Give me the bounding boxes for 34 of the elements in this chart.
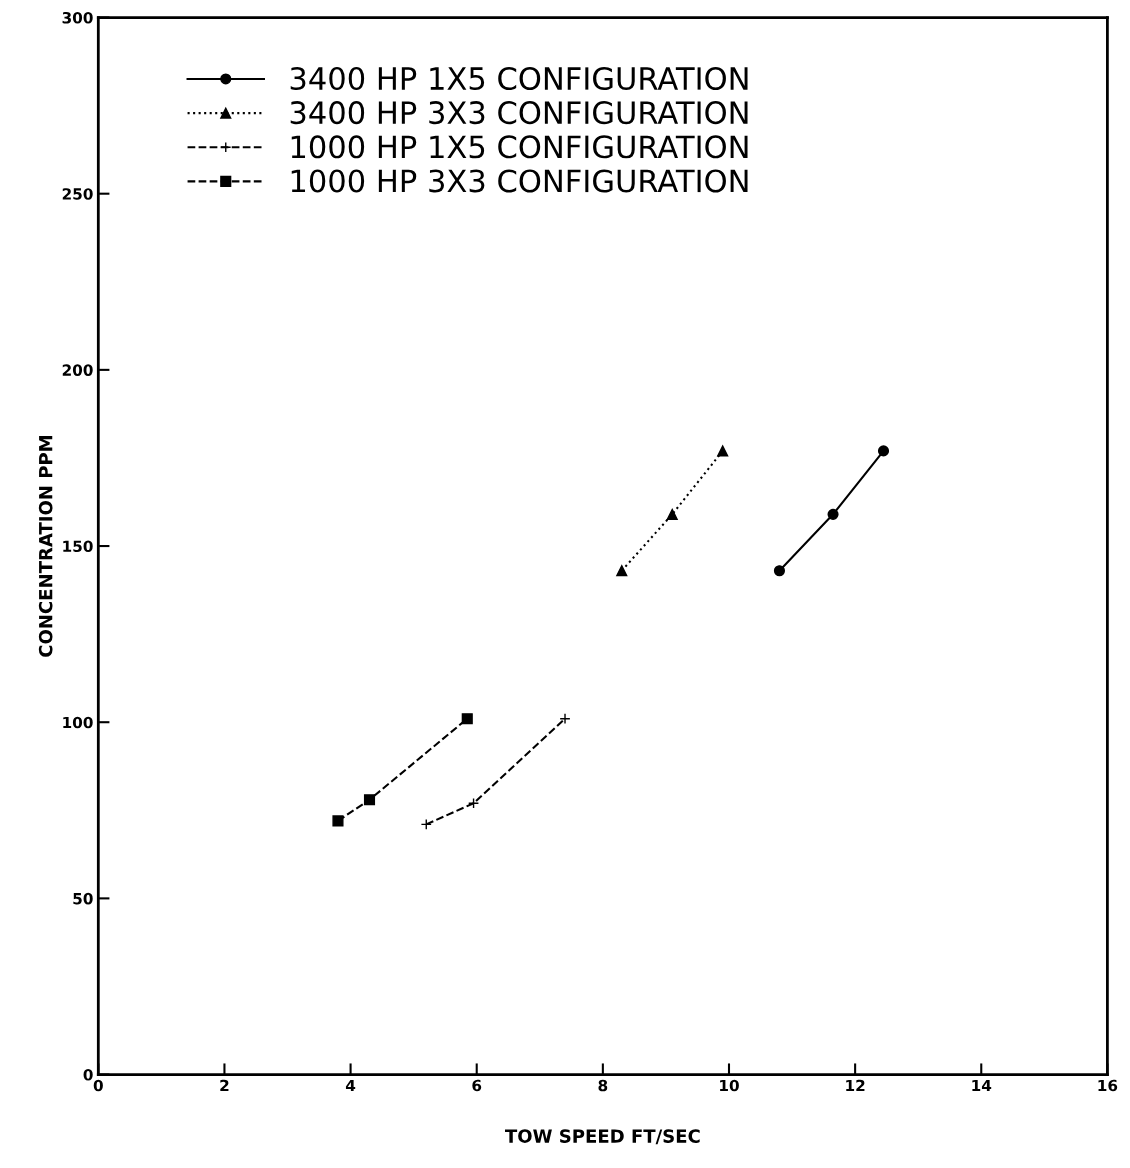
point bbox=[363, 794, 376, 806]
point bbox=[616, 565, 628, 577]
x-tick-label: 8 bbox=[598, 1079, 608, 1092]
y-tick-label: 100 bbox=[63, 716, 93, 729]
x-tick-label: 12 bbox=[846, 1079, 865, 1092]
point bbox=[827, 508, 839, 520]
x-axis-title: TOW SPEED FT/SEC bbox=[505, 1129, 700, 1145]
point bbox=[420, 818, 432, 830]
x-tick-label: 2 bbox=[220, 1079, 229, 1092]
x-tick-label: 10 bbox=[720, 1079, 739, 1092]
x-tick-label: 6 bbox=[472, 1079, 482, 1092]
point bbox=[773, 565, 786, 577]
legend-label: 3400 HP 3X3 CONFIGURATION bbox=[290, 101, 748, 125]
y-tick-label: 150 bbox=[63, 540, 93, 553]
x-tick-label: 4 bbox=[345, 1079, 356, 1092]
legend-label: 3400 HP 1X5 CONFIGURATION bbox=[290, 66, 748, 91]
point bbox=[468, 797, 480, 809]
x-tick-label: 0 bbox=[93, 1079, 103, 1092]
point bbox=[717, 445, 729, 457]
y-tick-label: 50 bbox=[73, 892, 93, 905]
point bbox=[666, 508, 678, 520]
y-axis-title: CONCENTRATION PPM bbox=[38, 436, 53, 657]
y-tick-label: 250 bbox=[62, 188, 93, 200]
point bbox=[877, 445, 890, 457]
y-tick-label: 200 bbox=[62, 364, 93, 376]
point bbox=[559, 713, 571, 725]
point bbox=[332, 815, 344, 827]
legend-label: 1000 HP 3X3 CONFIGURATION bbox=[291, 169, 748, 193]
x-tick-label: 14 bbox=[972, 1079, 992, 1092]
point bbox=[461, 713, 473, 725]
x-tick-label: 16 bbox=[1098, 1079, 1118, 1092]
y-tick-label: 0 bbox=[83, 1069, 93, 1081]
y-tick-label: 300 bbox=[62, 11, 93, 24]
legend-label: 1000 HP 1X5 CONFIGURATION bbox=[291, 135, 748, 159]
